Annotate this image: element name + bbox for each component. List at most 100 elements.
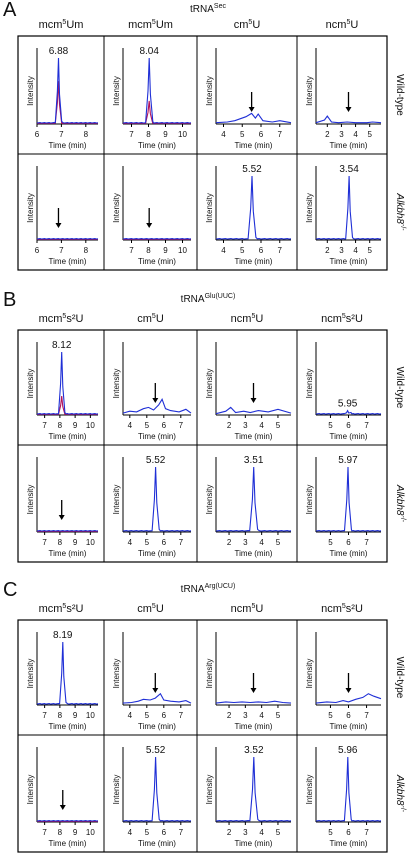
chromatogram-cell: Intensity 2 3 4 5 Time (min) 3.54: [305, 164, 382, 266]
y-axis-label: Intensity: [112, 659, 121, 689]
x-tick-label: 4: [128, 538, 133, 547]
arrow-head: [152, 688, 159, 693]
x-tick-label: 7: [42, 828, 47, 837]
trna-title: tRNAGlu(UUC): [181, 293, 236, 305]
x-axis-label: Time (min): [138, 141, 176, 150]
x-tick-label: 10: [86, 421, 95, 430]
x-tick-label: 3: [243, 538, 248, 547]
x-axis-label: Time (min): [235, 432, 273, 441]
x-tick-label: 6: [162, 421, 167, 430]
row-label-knockout: Alkbh8-/-: [394, 774, 406, 813]
x-tick-label: 8: [146, 130, 151, 139]
x-axis-label: Time (min): [235, 141, 273, 150]
x-tick-label: 7: [278, 246, 283, 255]
x-axis-label: Time (min): [235, 549, 273, 558]
y-axis-label: Intensity: [26, 485, 35, 515]
y-axis-label: Intensity: [305, 485, 314, 515]
x-tick-label: 6: [259, 130, 264, 139]
row-label-wild-type: Wild-type: [394, 367, 405, 409]
x-tick-label: 9: [163, 246, 168, 255]
x-tick-label: 2: [325, 130, 330, 139]
peak-label: 5.52: [146, 455, 166, 466]
x-tick-label: 5: [276, 538, 281, 547]
x-tick-label: 2: [227, 711, 232, 720]
peak-label: 5.52: [146, 745, 166, 756]
x-tick-label: 8: [146, 246, 151, 255]
x-tick-label: 9: [73, 421, 78, 430]
panel-frame: [17, 619, 388, 853]
chromatogram-cell: Intensity 5 6 7 Time (min): [305, 632, 382, 731]
y-axis-label: Intensity: [205, 659, 214, 689]
x-tick-label: 3: [243, 828, 248, 837]
trace-blue: [36, 641, 99, 705]
trace-blue: [122, 466, 192, 532]
peak-label: 3.51: [244, 455, 264, 466]
trace-blue: [215, 175, 292, 240]
x-axis-label: Time (min): [49, 549, 87, 558]
column-header: mcm5s²U: [39, 603, 84, 615]
x-tick-label: 6: [259, 246, 264, 255]
x-tick-label: 2: [227, 828, 232, 837]
x-tick-label: 7: [129, 130, 134, 139]
trace-blue: [315, 693, 382, 704]
x-tick-label: 4: [128, 711, 133, 720]
x-tick-label: 2: [325, 246, 330, 255]
trace-blue: [215, 700, 292, 704]
column-header: ncm5U: [231, 603, 264, 615]
x-axis-label: Time (min): [330, 432, 368, 441]
x-tick-label: 8: [58, 828, 63, 837]
row-label-wild-type: Wild-type: [394, 657, 405, 699]
x-tick-label: 10: [86, 711, 95, 720]
trace-red: [37, 396, 98, 415]
column-header: cm5U: [137, 313, 164, 325]
trace-blue: [215, 466, 292, 532]
x-tick-label: 5: [328, 828, 333, 837]
y-axis-label: Intensity: [305, 369, 314, 399]
x-axis-label: Time (min): [49, 432, 87, 441]
trace-blue: [315, 115, 382, 124]
arrow-head: [250, 688, 257, 693]
x-tick-label: 6: [346, 711, 351, 720]
y-axis-label: Intensity: [26, 775, 35, 805]
x-tick-label: 5: [145, 711, 150, 720]
peak-label: 5.95: [338, 399, 358, 410]
arrow-head: [55, 223, 62, 228]
y-axis-label: Intensity: [305, 76, 314, 106]
x-axis-label: Time (min): [235, 722, 273, 731]
chromatogram-cell: Intensity 5 6 7 Time (min) 5.95: [305, 342, 382, 441]
x-tick-label: 6: [35, 130, 40, 139]
trna-title: tRNASec: [190, 3, 226, 15]
trace-blue: [36, 57, 99, 124]
x-tick-label: 9: [73, 538, 78, 547]
x-tick-label: 4: [259, 828, 264, 837]
y-axis-label: Intensity: [112, 369, 121, 399]
x-tick-label: 7: [179, 421, 184, 430]
x-axis-label: Time (min): [138, 839, 176, 848]
peak-label: 5.52: [242, 164, 262, 175]
y-axis-label: Intensity: [205, 76, 214, 106]
x-tick-label: 6: [346, 828, 351, 837]
peak-label: 3.52: [244, 745, 264, 756]
trace-blue: [315, 466, 382, 532]
x-axis-label: Time (min): [330, 839, 368, 848]
y-axis-label: Intensity: [205, 369, 214, 399]
trace-blue: [36, 351, 99, 415]
x-tick-label: 3: [243, 711, 248, 720]
x-tick-label: 5: [276, 421, 281, 430]
y-axis-label: Intensity: [112, 485, 121, 515]
x-tick-label: 7: [179, 538, 184, 547]
peak-label: 6.88: [49, 46, 69, 57]
x-axis-label: Time (min): [330, 549, 368, 558]
y-axis-label: Intensity: [112, 76, 121, 106]
x-tick-label: 8: [58, 538, 63, 547]
chromatogram-cell: Intensity 5 6 7 Time (min) 5.97: [305, 455, 382, 558]
